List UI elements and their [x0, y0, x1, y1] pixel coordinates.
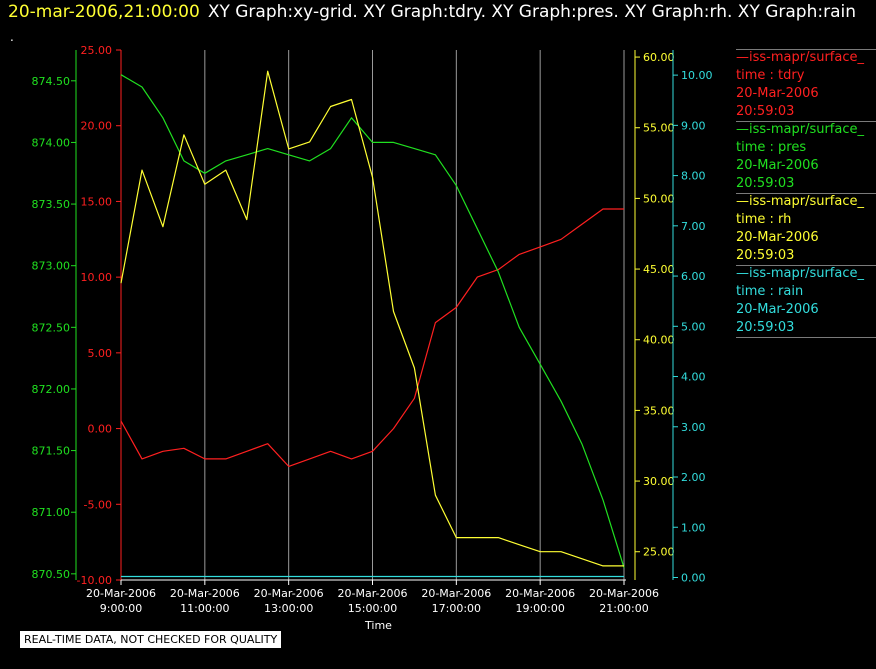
legend: —iss-mapr/surface_ time : tdry 20-Mar-2006… [736, 49, 876, 338]
pres-tick-label: 870.50 [32, 568, 71, 581]
rain-tick-label: 3.00 [681, 421, 706, 434]
rain-tick-label: 7.00 [681, 220, 706, 233]
x-tick-label-time: 13:00:00 [264, 602, 313, 615]
title-bar: 20-mar-2006,21:00:00 XY Graph:xy-grid. XY… [8, 2, 856, 22]
rh-series-line [120, 70, 624, 567]
rain-tick-label: 2.00 [681, 471, 706, 484]
legend-separator [736, 337, 876, 338]
rh-tick-label: 40.00 [643, 334, 675, 347]
tdry-tick-label: 15.00 [81, 195, 113, 208]
x-tick-label-date: 20-Mar-2006 [338, 587, 408, 600]
pres-tick-label: 871.00 [32, 506, 71, 519]
rain-tick-label: 8.00 [681, 170, 706, 183]
legend-field: time : tdry [736, 68, 805, 83]
rh-tick-label: 35.00 [643, 404, 675, 417]
legend-field: time : rh [736, 212, 792, 227]
legend-separator [736, 121, 876, 122]
series-layer [120, 70, 625, 578]
pres-tick-label: 874.00 [32, 136, 71, 149]
x-tick-label-time: 9:00:00 [100, 602, 142, 615]
legend-time: 20:59:03 [736, 320, 795, 335]
pres-series-line [120, 74, 625, 568]
legend-entry-rh: —iss-mapr/surface_time : rh 20-Mar-2006 20… [736, 193, 876, 265]
status-dot: . [10, 30, 14, 44]
legend-label: —iss-mapr/surface_ [736, 50, 865, 65]
x-axis-layer: 20-Mar-2006 9:00:00 20-Mar-2006 11:00:00 20-… [86, 579, 659, 632]
legend-time: 20:59:03 [736, 176, 795, 191]
x-tick-label-time: 19:00:00 [515, 602, 564, 615]
x-tick-label-date: 20-Mar-2006 [86, 587, 156, 600]
legend-field: time : rain [736, 284, 804, 299]
pres-tick-label: 873.00 [32, 260, 71, 273]
title-timestamp: 20-mar-2006,21:00:00 [8, 2, 200, 22]
rh-tick-label: 25.00 [643, 546, 675, 559]
legend-label: —iss-mapr/surface_ [736, 194, 865, 209]
rh-tick-label: 55.00 [643, 122, 675, 135]
rain-tick-label: 6.00 [681, 270, 706, 283]
x-tick-label-time: 17:00:00 [432, 602, 481, 615]
rh-tick-label: 50.00 [643, 192, 675, 205]
pres-tick-label: 872.50 [32, 321, 71, 334]
x-tick-label-time: 11:00:00 [180, 602, 229, 615]
legend-date: 20-Mar-2006 [736, 230, 819, 245]
legend-label: —iss-mapr/surface_ [736, 266, 865, 281]
pres-tick-label: 871.50 [32, 445, 71, 458]
x-tick-label-time: 21:00:00 [599, 602, 648, 615]
legend-date: 20-Mar-2006 [736, 86, 819, 101]
legend-label: —iss-mapr/surface_ [736, 122, 865, 137]
tdry-tick-label: -10.00 [77, 574, 112, 587]
legend-separator [736, 193, 876, 194]
rh-tick-label: 60.00 [643, 51, 675, 64]
x-tick-label-date: 20-Mar-2006 [589, 587, 659, 600]
tdry-series-line [120, 208, 624, 467]
legend-date: 20-Mar-2006 [736, 158, 819, 173]
pres-tick-label: 874.50 [32, 75, 71, 88]
rain-tick-label: 0.00 [681, 571, 706, 584]
rain-tick-label: 1.00 [681, 521, 706, 534]
rain-tick-label: 9.00 [681, 119, 706, 132]
legend-time: 20:59:03 [736, 248, 795, 263]
quality-disclaimer: REAL-TIME DATA, NOT CHECKED FOR QUALITY [20, 631, 282, 648]
x-tick-label-time: 15:00:00 [348, 602, 397, 615]
tdry-tick-label: -5.00 [84, 498, 112, 511]
rain-tick-label: 10.00 [681, 69, 713, 82]
title-graph-list: XY Graph:xy-grid. XY Graph:tdry. XY Grap… [207, 2, 857, 22]
x-tick-label-date: 20-Mar-2006 [254, 587, 324, 600]
legend-separator [736, 265, 876, 266]
grid-layer [120, 50, 625, 580]
legend-field: time : pres [736, 140, 807, 155]
legend-date: 20-Mar-2006 [736, 302, 819, 317]
legend-entry-tdry: —iss-mapr/surface_time : tdry 20-Mar-2006… [736, 49, 876, 121]
tdry-tick-label: 25.00 [81, 44, 113, 57]
x-tick-label-date: 20-Mar-2006 [170, 587, 240, 600]
axes-layer: -10.00 -5.00 0.00 5.00 10.00 15.00 20.00 25.00 8… [32, 44, 713, 587]
tdry-tick-label: 5.00 [88, 347, 113, 360]
legend-entry-pres: —iss-mapr/surface_time : pres 20-Mar-2006… [736, 121, 876, 193]
x-tick-label-date: 20-Mar-2006 [505, 587, 575, 600]
x-tick-label-date: 20-Mar-2006 [421, 587, 491, 600]
rain-tick-label: 5.00 [681, 320, 706, 333]
legend-time: 20:59:03 [736, 104, 795, 119]
tdry-tick-label: 10.00 [81, 271, 113, 284]
rh-tick-label: 30.00 [643, 475, 675, 488]
tdry-tick-label: 0.00 [88, 423, 113, 436]
pres-tick-label: 872.00 [32, 383, 71, 396]
x-axis-title: Time [364, 619, 392, 632]
legend-separator [736, 49, 876, 50]
legend-entry-rain: —iss-mapr/surface_time : rain 20-Mar-2006… [736, 265, 876, 337]
pres-tick-label: 873.50 [32, 198, 71, 211]
rain-tick-label: 4.00 [681, 371, 706, 384]
tdry-tick-label: 20.00 [81, 120, 113, 133]
rh-tick-label: 45.00 [643, 263, 675, 276]
